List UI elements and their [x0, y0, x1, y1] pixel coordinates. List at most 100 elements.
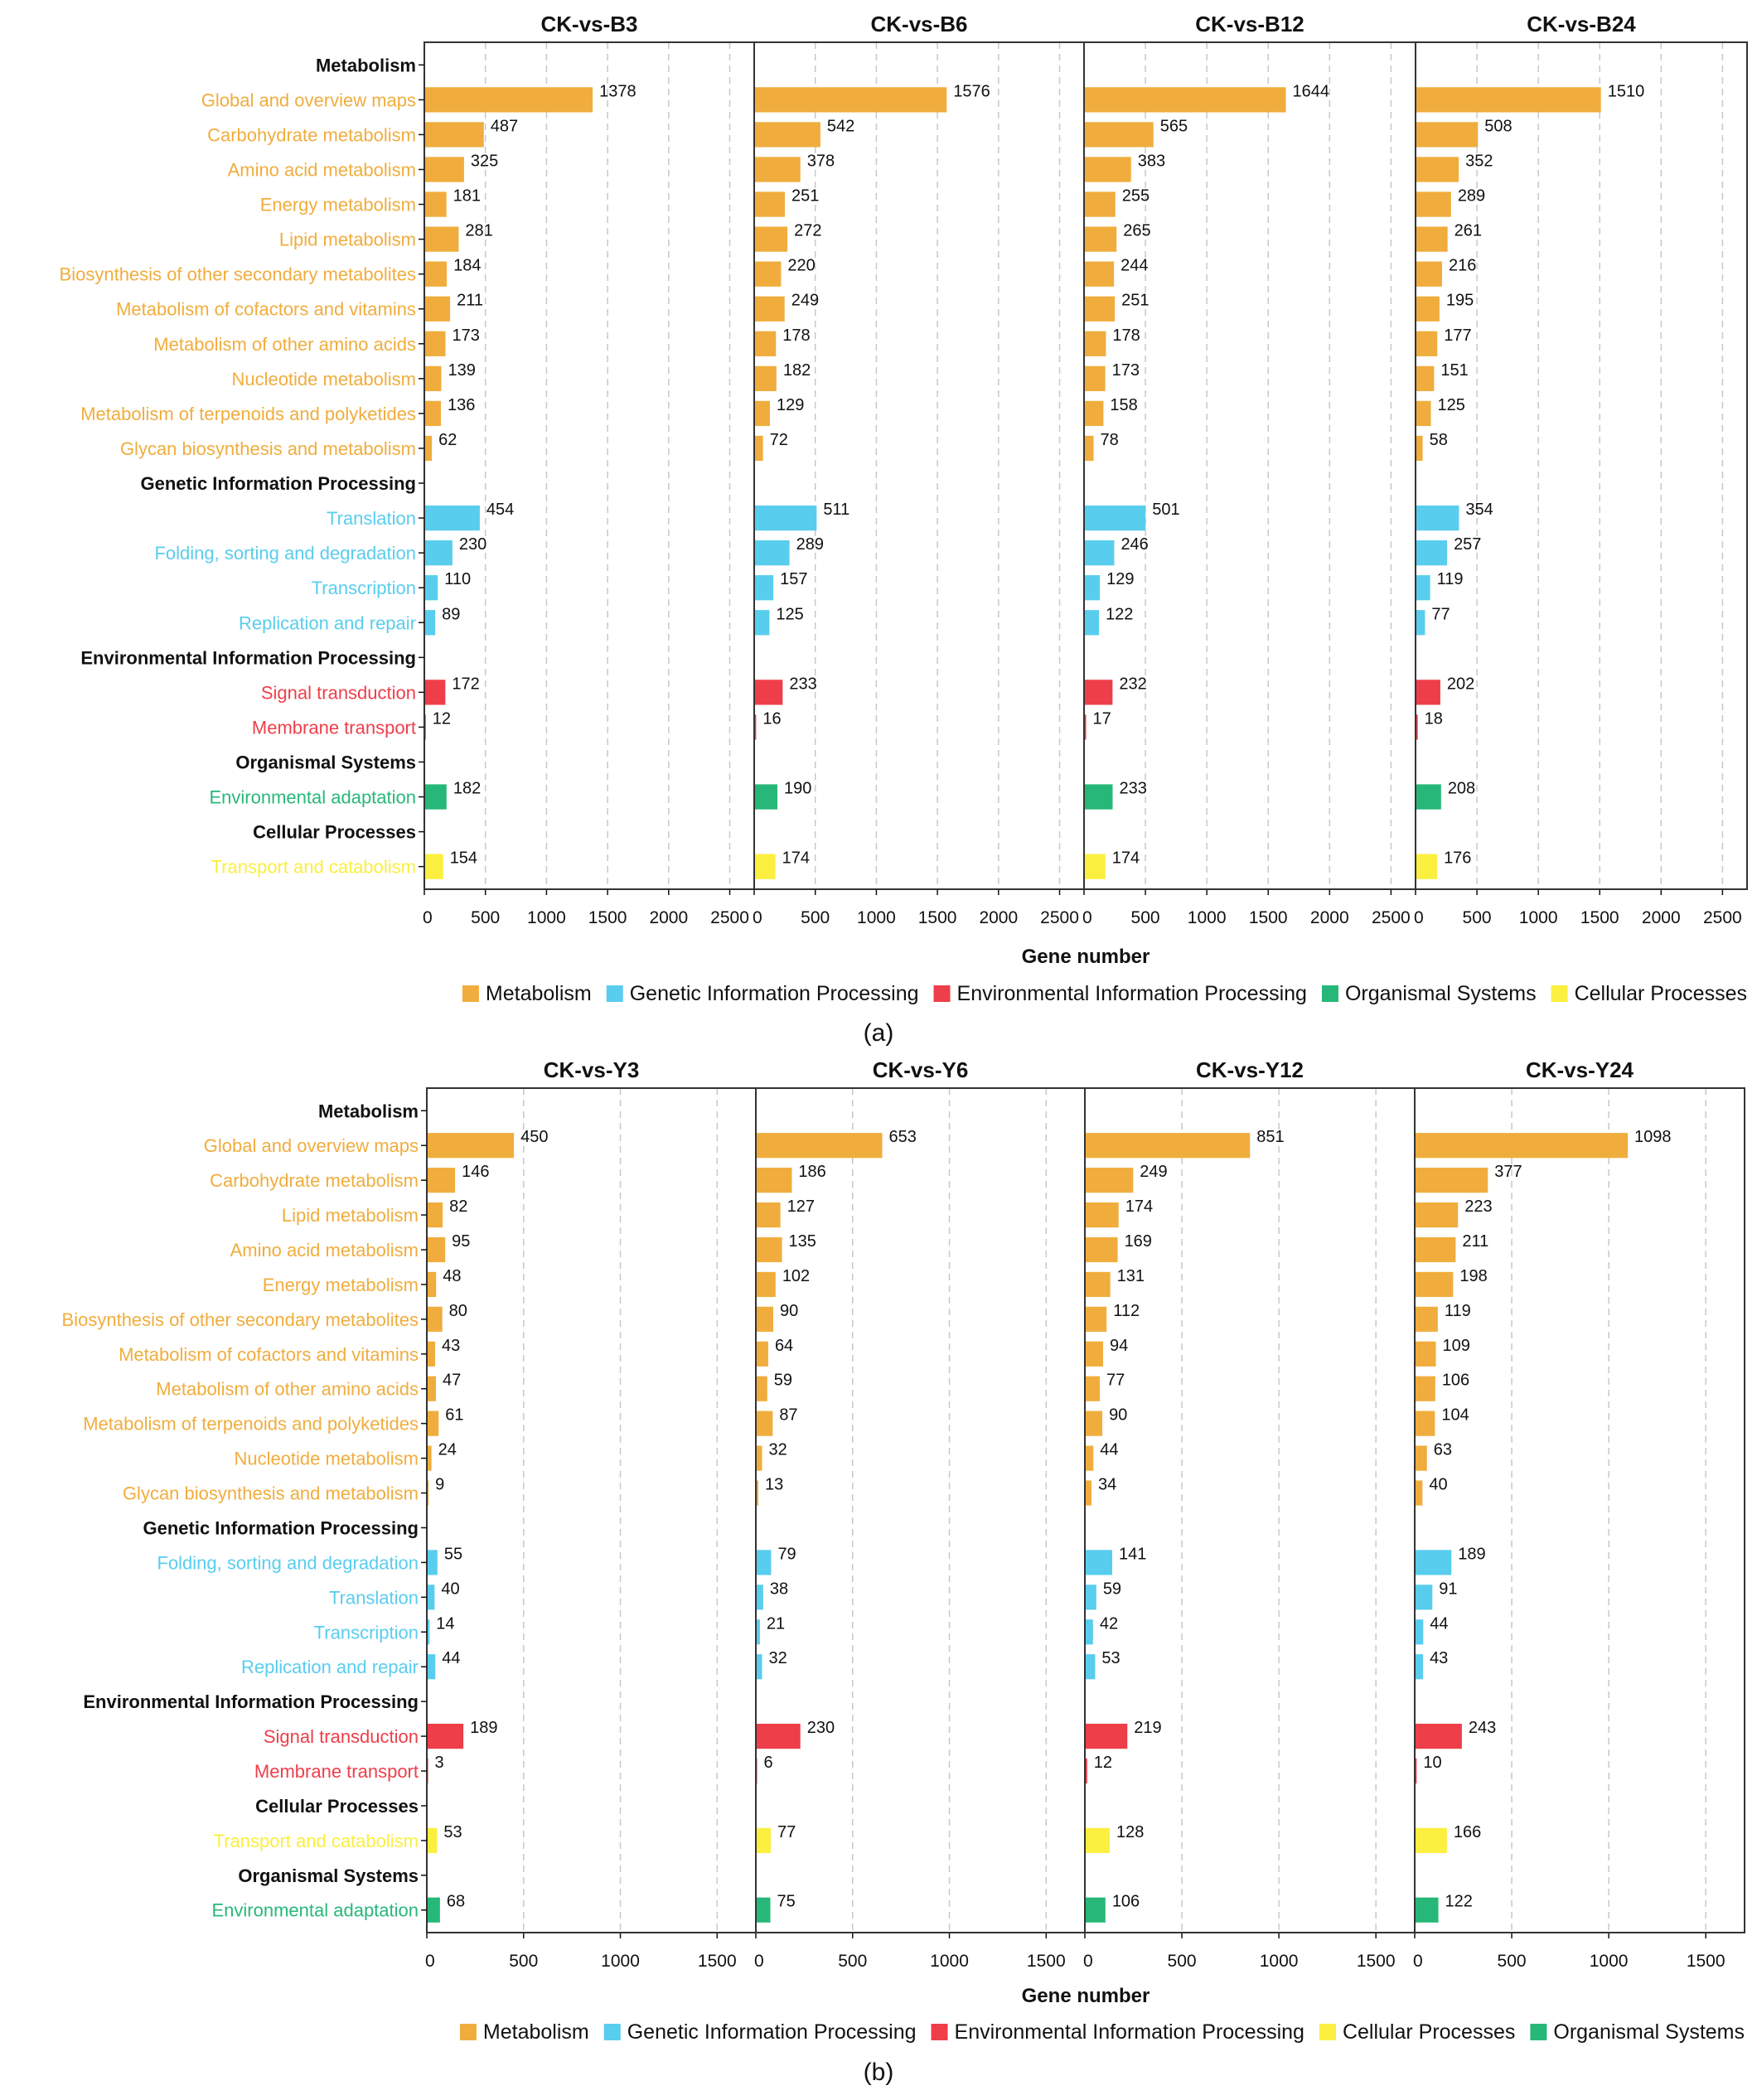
row-label-translation: Translation [327, 508, 416, 529]
x-tick-label: 1000 [857, 908, 896, 927]
panel-title: CK-vs-Y6 [873, 1057, 969, 1082]
bar-replication-and-repair [1416, 610, 1425, 636]
data-label: 146 [462, 1163, 489, 1181]
row-label-biosynthesis-of-other-secondary-metabolites: Biosynthesis of other secondary metaboli… [62, 1309, 419, 1330]
data-label: 178 [1112, 327, 1140, 345]
category-header-organismal-systems: Organismal Systems [238, 1865, 419, 1886]
bar-transport-and-catabolism [427, 1827, 438, 1853]
data-label: 178 [782, 327, 810, 345]
data-label: 166 [1454, 1823, 1481, 1841]
legend-swatch-genetic-information-processing [603, 2024, 621, 2040]
row-label-global-and-overview-maps: Global and overview maps [201, 90, 416, 110]
data-label: 190 [784, 780, 811, 798]
x-tick-label: 1500 [1687, 1952, 1726, 1971]
bar-nucleotide-metabolism [1084, 365, 1106, 391]
data-label: 169 [1125, 1232, 1152, 1251]
row-label-metabolism-of-other-amino-acids: Metabolism of other amino acids [153, 334, 416, 355]
x-tick-label: 0 [753, 908, 762, 927]
data-label: 261 [1454, 222, 1482, 240]
data-label: 251 [791, 187, 819, 206]
data-label: 95 [452, 1232, 470, 1251]
bar-metabolism-of-terpenoids-and-polyketides [754, 400, 771, 427]
row-label-global-and-overview-maps: Global and overview maps [204, 1135, 419, 1156]
category-header-cellular-processes: Cellular Processes [253, 822, 416, 843]
data-label: 12 [1094, 1754, 1112, 1772]
data-label: 198 [1459, 1267, 1487, 1285]
bar-lipid-metabolism [1084, 226, 1117, 252]
panel-title: CK-vs-Y3 [544, 1057, 640, 1082]
data-label: 220 [787, 257, 815, 275]
data-label: 501 [1152, 501, 1179, 519]
x-tick-label: 0 [1413, 1952, 1423, 1971]
data-label: 75 [777, 1893, 796, 1911]
data-label: 102 [782, 1267, 810, 1285]
x-tick-label: 2500 [710, 908, 749, 927]
bar-glycan-biosynthesis-and-metabolism [756, 1480, 759, 1506]
data-label: 104 [1441, 1406, 1469, 1425]
panel-title: CK-vs-B6 [870, 12, 967, 36]
bar-global-and-overview-maps [1415, 1133, 1629, 1159]
bar-metabolism-of-terpenoids-and-polyketides [424, 400, 442, 427]
row-label-metabolism-of-terpenoids-and-polyketides: Metabolism of terpenoids and polyketides [83, 1414, 419, 1435]
bar-translation [1415, 1585, 1433, 1610]
panel-ck-vs-y6: CK-vs-Y6 653 186 127 135 102 90 64 59 87 32 13 79 38 2… [754, 1057, 1086, 1971]
data-label: 154 [450, 849, 477, 868]
bar-biosynthesis-of-other-secondary-metabolites [427, 1306, 443, 1332]
panel-ck-vs-y3: CK-vs-Y3 450 146 82 95 48 80 43 47 61 24 9 55 40 14 44 1… [421, 1057, 757, 1971]
bar-glycan-biosynthesis-and-metabolism [427, 1480, 429, 1506]
data-label: 1644 [1293, 82, 1330, 100]
data-label: 135 [789, 1232, 816, 1251]
legend-item-metabolism: Metabolism [486, 982, 592, 1005]
x-tick-label: 1000 [1590, 1952, 1629, 1971]
data-label: 21 [767, 1614, 785, 1633]
data-label: 136 [448, 396, 475, 414]
data-label: 59 [774, 1372, 792, 1390]
bar-transport-and-catabolism [1416, 854, 1438, 879]
bar-membrane-transport [754, 714, 757, 740]
bar-folding-sorting-and-degradation [1085, 1550, 1113, 1575]
data-label: 233 [789, 675, 816, 693]
data-label: 272 [794, 222, 821, 240]
legend-swatch-genetic-information-processing [606, 985, 623, 1002]
legend-item-metabolism: Metabolism [483, 2020, 589, 2044]
data-label: 1510 [1608, 82, 1645, 100]
x-tick-label: 500 [801, 908, 830, 927]
row-label-carbohydrate-metabolism: Carbohydrate metabolism [207, 124, 416, 145]
x-axis-label: Gene number [1022, 1985, 1150, 2007]
data-label: 246 [1121, 535, 1148, 554]
bar-metabolism-of-other-amino-acids [1415, 1376, 1435, 1401]
bar-carbohydrate-metabolism [1085, 1168, 1134, 1193]
category-header-metabolism: Metabolism [318, 1101, 419, 1121]
row-label-replication-and-repair: Replication and repair [241, 1657, 419, 1677]
x-tick-label: 500 [1463, 908, 1492, 927]
bar-amino-acid-metabolism [427, 1236, 446, 1263]
bar-transport-and-catabolism [1415, 1827, 1447, 1853]
data-label: 450 [520, 1128, 548, 1146]
figure-label: (a) [864, 1019, 894, 1047]
bar-replication-and-repair [754, 610, 770, 636]
bar-signal-transduction [1085, 1723, 1128, 1749]
x-tick-label: 2000 [1642, 908, 1681, 927]
panel-frame [753, 41, 1085, 890]
x-tick-label: 500 [838, 1952, 867, 1971]
row-label-replication-and-repair: Replication and repair [239, 612, 416, 633]
row-label-lipid-metabolism: Lipid metabolism [279, 230, 416, 250]
data-label: 122 [1445, 1893, 1473, 1911]
chart-0: Metabolism Global and overview maps Carboh… [60, 12, 1748, 1047]
data-label: 174 [1125, 1198, 1153, 1216]
bar-metabolism-of-cofactors-and-vitamins [1084, 296, 1116, 322]
data-label: 281 [465, 222, 492, 240]
row-label-energy-metabolism: Energy metabolism [260, 195, 416, 215]
data-label: 32 [768, 1649, 787, 1667]
legend-item-genetic-information-processing: Genetic Information Processing [630, 982, 919, 1005]
row-label-glycan-biosynthesis-and-metabolism: Glycan biosynthesis and metabolism [123, 1483, 419, 1504]
legend-swatch-cellular-processes [1319, 2024, 1336, 2040]
data-label: 16 [762, 709, 781, 728]
bar-glycan-biosynthesis-and-metabolism [1085, 1480, 1091, 1506]
bar-lipid-metabolism [754, 226, 788, 252]
data-label: 122 [1106, 605, 1133, 623]
category-header-genetic-information-processing: Genetic Information Processing [143, 1517, 419, 1538]
data-label: 13 [765, 1476, 783, 1494]
data-label: 62 [438, 431, 457, 449]
